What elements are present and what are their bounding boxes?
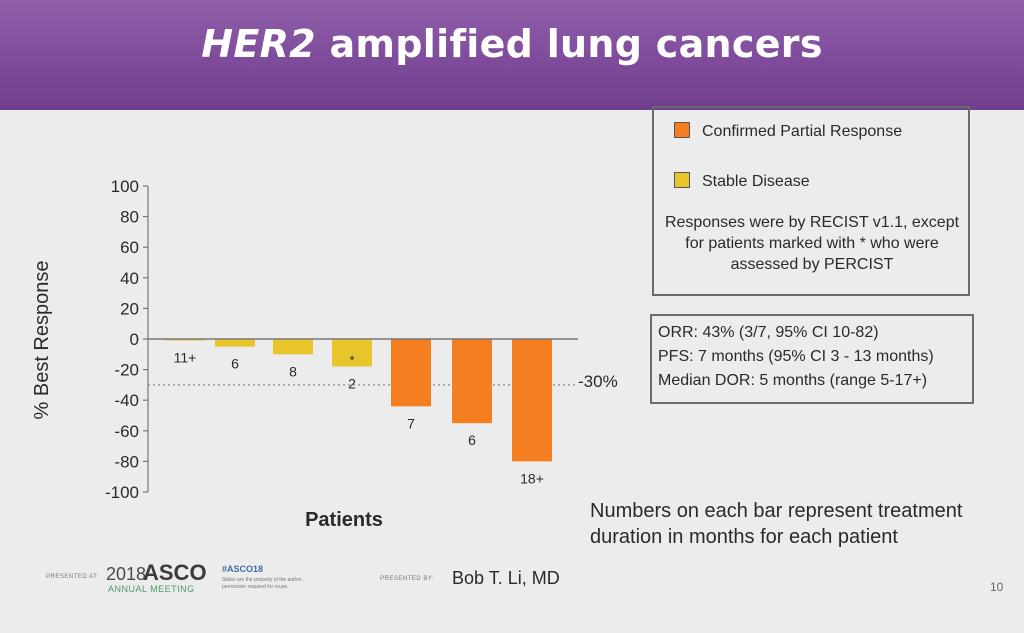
stats-box: ORR: 43% (3/7, 95% CI 10-82) PFS: 7 mont… <box>650 314 974 404</box>
y-tick-label: -80 <box>114 452 139 471</box>
bar-label: 2 <box>348 376 356 392</box>
legend-label: Stable Disease <box>702 173 810 190</box>
bar-label: 6 <box>231 356 239 372</box>
y-tick-label: -40 <box>114 391 139 410</box>
y-tick-label: 0 <box>130 330 139 349</box>
y-tick-label: 60 <box>120 238 139 257</box>
title-her2: HER2 <box>201 22 316 66</box>
asco-logo: ASCO <box>143 560 207 585</box>
bar-label: 7 <box>407 415 415 431</box>
bar <box>452 339 492 424</box>
y-axis-title: % Best Response <box>31 261 53 420</box>
title-bar: HER2 amplified lung cancers <box>0 0 1024 110</box>
meeting-year: 2018 <box>106 564 147 584</box>
reference-line-label: -30% <box>578 372 618 391</box>
pfs-text: PFS: 7 months (95% CI 3 - 13 months) <box>658 348 934 365</box>
y-tick-label: 40 <box>120 269 139 288</box>
y-tick-label: -20 <box>114 361 139 380</box>
footer: PRESENTED AT: 2018 ASCO ANNUAL MEETING #… <box>0 560 1024 610</box>
page-number: 10 <box>990 580 1004 594</box>
presented-at-label: PRESENTED AT: <box>46 574 99 580</box>
fine-print-1: Slides are the property of the author, <box>222 577 303 583</box>
bar-label: 8 <box>289 363 297 379</box>
bar <box>215 339 255 347</box>
bar-label: 18+ <box>520 470 544 486</box>
legend-item-stable-disease: Stable Disease <box>674 172 810 191</box>
slide-title: HER2 amplified lung cancers <box>0 22 1024 66</box>
dor-text: Median DOR: 5 months (range 5-17+) <box>658 372 928 389</box>
bar <box>165 339 205 341</box>
bar-label: 6 <box>468 432 476 448</box>
legend-label: Confirmed Partial Response <box>702 123 903 140</box>
y-tick-label: -60 <box>114 422 139 441</box>
hashtag: #ASCO18 <box>222 564 264 574</box>
recist-note: Responses were by RECIST v1.1, except fo… <box>664 214 960 273</box>
legend-item-partial-response: Confirmed Partial Response <box>674 122 902 141</box>
bar-label: 11+ <box>174 350 197 366</box>
y-tick-label: 80 <box>120 208 139 227</box>
x-axis-title: Patients <box>305 509 383 531</box>
legend-swatch-yellow <box>674 172 690 188</box>
y-tick-label: 20 <box>120 299 139 318</box>
bar-caption: Numbers on each bar represent treatment … <box>590 500 963 548</box>
bar <box>273 339 313 355</box>
legend-swatch-orange <box>674 122 690 138</box>
y-tick-label: -100 <box>105 483 139 502</box>
annual-meeting-label: ANNUAL MEETING <box>108 584 195 594</box>
orr-text: ORR: 43% (3/7, 95% CI 10-82) <box>658 324 879 341</box>
fine-print-2: permission required for reuse. <box>222 584 289 590</box>
author-name: Bob T. Li, MD <box>452 568 560 588</box>
bar <box>391 339 431 407</box>
y-tick-label: 100 <box>111 177 139 196</box>
title-rest: amplified lung cancers <box>315 22 823 66</box>
presented-by-label: PRESENTED BY: <box>380 576 435 582</box>
bar <box>332 339 372 367</box>
bar-marker: * <box>349 353 354 368</box>
bar <box>512 339 552 462</box>
legend-box: Confirmed Partial Response Stable Diseas… <box>652 106 970 296</box>
